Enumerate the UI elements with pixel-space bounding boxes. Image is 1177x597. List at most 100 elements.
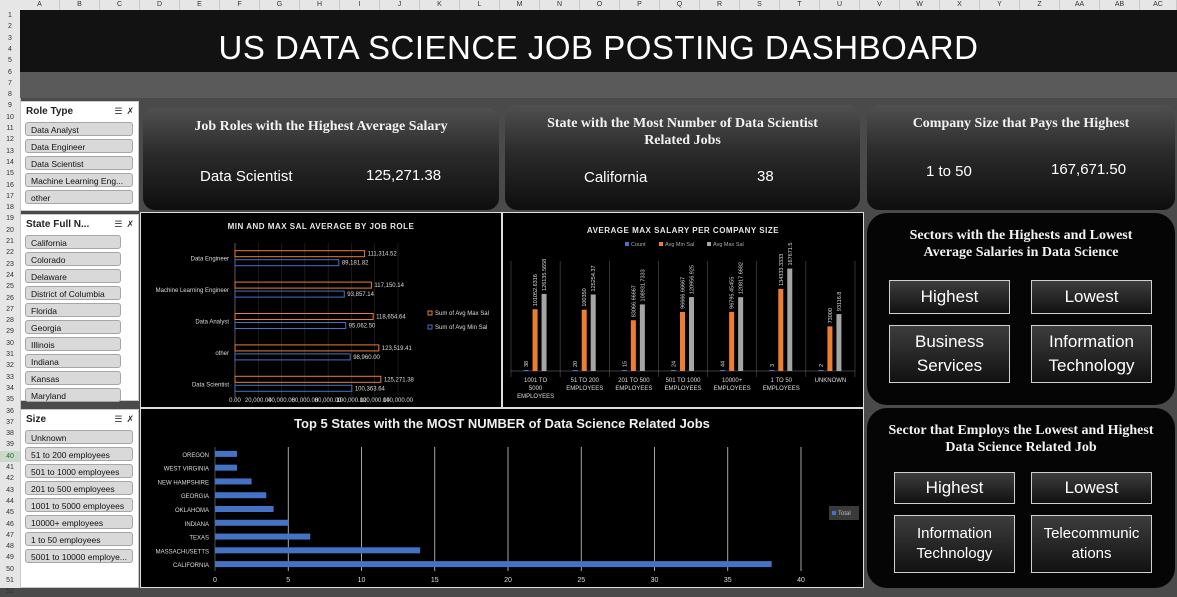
column-header[interactable]: S bbox=[740, 0, 780, 10]
column-header[interactable]: Z bbox=[1020, 0, 1060, 10]
slicer-item[interactable]: Data Analyst bbox=[25, 122, 133, 136]
row-header[interactable]: 21 bbox=[6, 238, 14, 245]
row-header[interactable]: 6 bbox=[8, 68, 12, 76]
column-header[interactable]: K bbox=[420, 0, 460, 10]
row-header[interactable]: 50 bbox=[6, 565, 14, 573]
row-header[interactable]: 8 bbox=[8, 91, 12, 99]
column-header[interactable]: B bbox=[60, 0, 100, 10]
slicer-item[interactable]: Florida bbox=[25, 303, 121, 317]
row-header[interactable]: 45 bbox=[6, 509, 14, 517]
row-header[interactable]: 13 bbox=[6, 147, 14, 155]
row-header[interactable]: 18 bbox=[6, 204, 14, 212]
row-header[interactable]: 39 bbox=[6, 441, 14, 449]
row-header[interactable]: 7 bbox=[8, 79, 12, 87]
slicer-item[interactable]: Data Scientist bbox=[25, 156, 133, 170]
row-header[interactable]: 38 bbox=[6, 430, 14, 438]
slicer-item[interactable]: Unknown bbox=[25, 430, 133, 444]
row-header[interactable]: 34 bbox=[6, 384, 14, 392]
row-header[interactable]: 44 bbox=[6, 497, 14, 505]
row-header[interactable]: 48 bbox=[6, 543, 14, 551]
column-header[interactable]: P bbox=[620, 0, 660, 10]
column-header[interactable]: AA bbox=[1060, 0, 1100, 10]
row-header[interactable]: 24 bbox=[6, 271, 14, 279]
slicer-item[interactable]: Illinois bbox=[25, 337, 121, 351]
row-header[interactable]: 1 bbox=[8, 12, 12, 19]
column-header[interactable]: O bbox=[580, 0, 620, 10]
row-header[interactable]: 30 bbox=[6, 339, 14, 347]
row-header[interactable]: 12 bbox=[6, 136, 14, 144]
column-header[interactable]: L bbox=[460, 0, 500, 10]
row-header[interactable]: 51 bbox=[6, 577, 14, 584]
row-header[interactable]: 23 bbox=[6, 260, 14, 268]
column-header[interactable]: G bbox=[260, 0, 300, 10]
row-header[interactable]: 42 bbox=[6, 475, 14, 483]
column-header[interactable]: AC bbox=[1140, 0, 1177, 10]
row-header[interactable]: 46 bbox=[6, 520, 14, 528]
slicer-item[interactable]: Data Engineer bbox=[25, 139, 133, 153]
column-header[interactable]: W bbox=[900, 0, 940, 10]
row-header[interactable]: 17 bbox=[6, 192, 14, 200]
column-header[interactable]: T bbox=[780, 0, 820, 10]
row-header[interactable]: 3 bbox=[8, 34, 12, 42]
slicer-item[interactable]: 1 to 50 employees bbox=[25, 532, 133, 546]
row-header[interactable]: 28 bbox=[6, 317, 14, 325]
slicer-item[interactable]: 201 to 500 employees bbox=[25, 481, 133, 495]
row-header[interactable]: 16 bbox=[6, 181, 14, 189]
row-header[interactable]: 15 bbox=[6, 170, 14, 178]
column-header[interactable]: R bbox=[700, 0, 740, 10]
row-header[interactable]: 49 bbox=[6, 554, 14, 562]
multi-select-icon[interactable]: ☰ bbox=[114, 218, 123, 229]
row-header[interactable]: 41 bbox=[6, 464, 14, 471]
column-header[interactable]: N bbox=[540, 0, 580, 10]
slicer-item[interactable]: other bbox=[25, 190, 133, 204]
slicer-item[interactable]: 10000+ employees bbox=[25, 515, 133, 529]
row-header[interactable]: 40 bbox=[0, 450, 20, 462]
slicer-item[interactable]: Delaware bbox=[25, 269, 121, 283]
multi-select-icon[interactable]: ☰ bbox=[114, 413, 123, 424]
row-header[interactable]: 37 bbox=[6, 418, 14, 426]
row-header[interactable]: 26 bbox=[6, 294, 14, 302]
row-header[interactable]: 32 bbox=[6, 362, 14, 370]
slicer-item[interactable]: Georgia bbox=[25, 320, 121, 334]
column-header[interactable]: D bbox=[140, 0, 180, 10]
column-header[interactable]: E bbox=[180, 0, 220, 10]
slicer-item[interactable]: California bbox=[25, 235, 121, 249]
row-header[interactable]: 22 bbox=[6, 249, 14, 257]
column-header[interactable]: Y bbox=[980, 0, 1020, 10]
row-header[interactable]: 10 bbox=[6, 113, 14, 121]
slicer-item[interactable]: Kansas bbox=[25, 371, 121, 385]
row-header[interactable]: 33 bbox=[6, 373, 14, 381]
slicer-item[interactable]: Maryland bbox=[25, 388, 121, 402]
column-header[interactable]: F bbox=[220, 0, 260, 10]
clear-filter-icon[interactable]: ✗ bbox=[126, 413, 134, 424]
row-header[interactable]: 19 bbox=[6, 215, 14, 223]
row-header[interactable]: 14 bbox=[6, 158, 14, 166]
row-header[interactable]: 47 bbox=[6, 531, 14, 539]
row-header[interactable]: 4 bbox=[8, 45, 12, 53]
row-header[interactable]: 20 bbox=[6, 226, 14, 234]
row-header[interactable]: 35 bbox=[6, 396, 14, 404]
row-header[interactable]: 29 bbox=[6, 328, 14, 336]
column-header[interactable]: AB bbox=[1100, 0, 1140, 10]
column-header[interactable]: C bbox=[100, 0, 140, 10]
slicer-item[interactable]: District of Columbia bbox=[25, 286, 121, 300]
row-header[interactable]: 2 bbox=[8, 23, 12, 31]
column-header[interactable]: A bbox=[20, 0, 60, 10]
column-header[interactable]: H bbox=[300, 0, 340, 10]
clear-filter-icon[interactable]: ✗ bbox=[126, 105, 134, 116]
column-header[interactable]: U bbox=[820, 0, 860, 10]
slicer-item[interactable]: Machine Learning Eng... bbox=[25, 173, 133, 187]
column-header[interactable]: X bbox=[940, 0, 980, 10]
slicer-item[interactable]: 51 to 200 employees bbox=[25, 447, 133, 461]
row-header[interactable]: 5 bbox=[8, 57, 12, 65]
row-header[interactable]: 43 bbox=[6, 486, 14, 494]
row-header[interactable]: 25 bbox=[6, 283, 14, 291]
column-header[interactable]: I bbox=[340, 0, 380, 10]
row-header[interactable]: 11 bbox=[6, 125, 14, 132]
row-header[interactable]: 27 bbox=[6, 305, 14, 313]
column-header[interactable]: M bbox=[500, 0, 540, 10]
slicer-item[interactable]: 501 to 1000 employees bbox=[25, 464, 133, 478]
slicer-item[interactable]: 5001 to 10000 employe... bbox=[25, 549, 133, 563]
column-header[interactable]: J bbox=[380, 0, 420, 10]
slicer-item[interactable]: Colorado bbox=[25, 252, 121, 266]
